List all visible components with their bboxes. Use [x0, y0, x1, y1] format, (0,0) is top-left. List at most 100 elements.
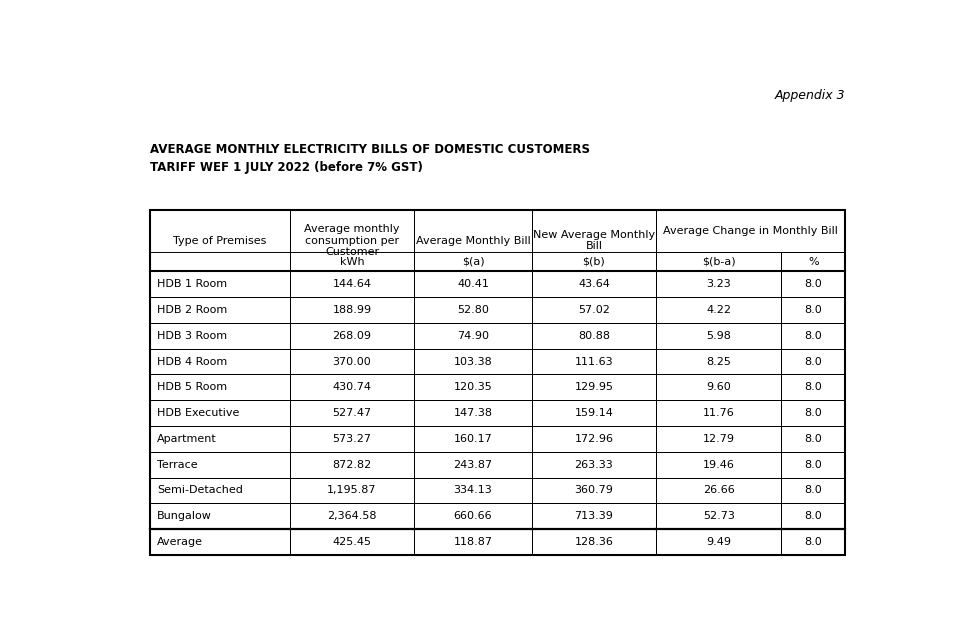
Text: 4.22: 4.22: [707, 305, 732, 315]
Bar: [781, 452, 846, 477]
Bar: [657, 271, 781, 297]
Text: HDB 1 Room: HDB 1 Room: [157, 279, 228, 289]
Bar: [290, 477, 415, 503]
Text: 188.99: 188.99: [332, 305, 372, 315]
Text: 8.25: 8.25: [707, 356, 732, 367]
Text: 172.96: 172.96: [574, 434, 613, 444]
Text: Average Change in Monthly Bill: Average Change in Monthly Bill: [663, 226, 838, 236]
Text: Type of Premises: Type of Premises: [173, 236, 266, 246]
Bar: [150, 271, 290, 297]
Text: 43.64: 43.64: [578, 279, 610, 289]
Text: HDB Executive: HDB Executive: [157, 408, 240, 418]
Bar: [657, 210, 846, 252]
Text: $(a): $(a): [462, 257, 484, 267]
Bar: [150, 426, 290, 452]
Text: 8.0: 8.0: [804, 305, 822, 315]
Bar: [150, 252, 290, 271]
Bar: [290, 271, 415, 297]
Text: 713.39: 713.39: [574, 511, 613, 521]
Text: AVERAGE MONTHLY ELECTRICITY BILLS OF DOMESTIC CUSTOMERS: AVERAGE MONTHLY ELECTRICITY BILLS OF DOM…: [150, 143, 589, 156]
Text: 128.36: 128.36: [574, 537, 613, 547]
Bar: [657, 374, 781, 400]
Text: 11.76: 11.76: [703, 408, 734, 418]
Text: 370.00: 370.00: [333, 356, 372, 367]
Bar: [532, 374, 657, 400]
Bar: [415, 349, 532, 374]
Bar: [415, 323, 532, 349]
Bar: [290, 529, 415, 555]
Text: 9.60: 9.60: [707, 382, 732, 392]
Bar: [415, 252, 532, 271]
Bar: [781, 400, 846, 426]
Text: 425.45: 425.45: [332, 537, 372, 547]
Text: 26.66: 26.66: [703, 485, 734, 495]
Text: 8.0: 8.0: [804, 537, 822, 547]
Text: 144.64: 144.64: [332, 279, 372, 289]
Bar: [781, 349, 846, 374]
Bar: [290, 503, 415, 529]
Bar: [150, 374, 290, 400]
Bar: [415, 452, 532, 477]
Text: Apartment: Apartment: [157, 434, 217, 444]
Bar: [781, 374, 846, 400]
Bar: [532, 400, 657, 426]
Text: 40.41: 40.41: [457, 279, 489, 289]
Text: HDB 3 Room: HDB 3 Room: [157, 331, 228, 341]
Text: $(b-a): $(b-a): [702, 257, 735, 267]
Bar: [290, 349, 415, 374]
Bar: [290, 323, 415, 349]
Text: New Average Monthly
Bill: New Average Monthly Bill: [533, 230, 655, 252]
Bar: [415, 271, 532, 297]
Bar: [657, 529, 781, 555]
Text: Semi-Detached: Semi-Detached: [157, 485, 243, 495]
Text: 8.0: 8.0: [804, 331, 822, 341]
Bar: [657, 426, 781, 452]
Bar: [415, 426, 532, 452]
Bar: [532, 323, 657, 349]
Text: 8.0: 8.0: [804, 460, 822, 470]
Bar: [150, 400, 290, 426]
Bar: [781, 426, 846, 452]
Bar: [657, 452, 781, 477]
Bar: [290, 452, 415, 477]
Bar: [532, 297, 657, 323]
Bar: [532, 477, 657, 503]
Bar: [781, 323, 846, 349]
Text: 268.09: 268.09: [332, 331, 372, 341]
Bar: [781, 477, 846, 503]
Text: HDB 4 Room: HDB 4 Room: [157, 356, 228, 367]
Text: 147.38: 147.38: [453, 408, 492, 418]
Text: 5.98: 5.98: [707, 331, 732, 341]
Text: Terrace: Terrace: [157, 460, 198, 470]
Bar: [290, 297, 415, 323]
Bar: [657, 297, 781, 323]
Text: Average: Average: [157, 537, 204, 547]
Bar: [532, 426, 657, 452]
Text: 12.79: 12.79: [703, 434, 734, 444]
Text: 243.87: 243.87: [453, 460, 492, 470]
Text: 8.0: 8.0: [804, 382, 822, 392]
Text: 573.27: 573.27: [332, 434, 372, 444]
Text: 9.49: 9.49: [707, 537, 732, 547]
Text: 74.90: 74.90: [457, 331, 489, 341]
Text: TARIFF WEF 1 JULY 2022 (before 7% GST): TARIFF WEF 1 JULY 2022 (before 7% GST): [150, 161, 422, 173]
Text: 263.33: 263.33: [575, 460, 613, 470]
Text: Bungalow: Bungalow: [157, 511, 212, 521]
Bar: [415, 529, 532, 555]
Bar: [532, 452, 657, 477]
Bar: [150, 452, 290, 477]
Text: 159.14: 159.14: [574, 408, 613, 418]
Text: 118.87: 118.87: [453, 537, 492, 547]
Bar: [150, 297, 290, 323]
Text: 1,195.87: 1,195.87: [327, 485, 376, 495]
Bar: [532, 503, 657, 529]
Text: Average Monthly Bill: Average Monthly Bill: [416, 236, 530, 246]
Text: 8.0: 8.0: [804, 279, 822, 289]
Bar: [532, 252, 657, 271]
Text: 8.0: 8.0: [804, 356, 822, 367]
Text: 527.47: 527.47: [332, 408, 372, 418]
Text: Average monthly
consumption per
Customer: Average monthly consumption per Customer: [304, 224, 399, 257]
Text: 19.46: 19.46: [703, 460, 734, 470]
Bar: [657, 400, 781, 426]
Text: 360.79: 360.79: [574, 485, 613, 495]
